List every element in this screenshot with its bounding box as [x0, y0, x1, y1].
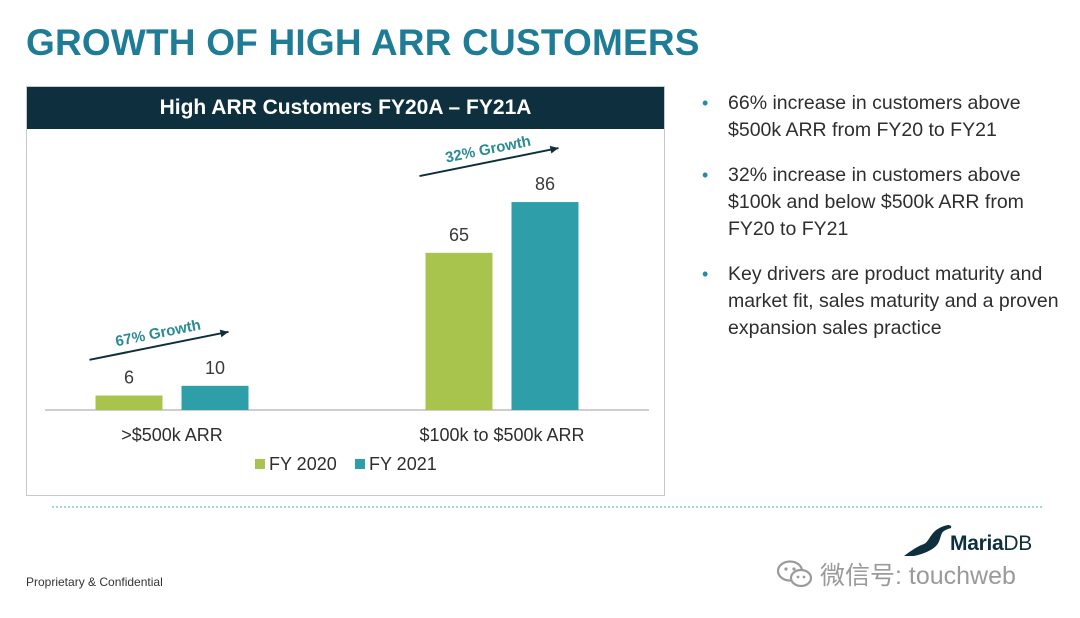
logo-text-light: DB: [1003, 532, 1032, 555]
growth-arrow-head-icon: [219, 329, 229, 338]
legend-label: FY 2021: [369, 454, 437, 474]
divider: [52, 506, 1042, 508]
data-label: 86: [535, 174, 555, 194]
logo-text: MariaDB: [950, 532, 1032, 556]
legend-swatch: [255, 459, 265, 469]
slide-title: GROWTH OF HIGH ARR CUSTOMERS: [26, 22, 700, 63]
bullet-dot-icon: •: [702, 165, 709, 185]
logo-text-bold: Maria: [950, 532, 1004, 555]
category-label: $100k to $500k ARR: [419, 425, 584, 445]
chart-title: High ARR Customers FY20A – FY21A: [27, 87, 664, 129]
bullet-item: • 32% increase in customers above $100k a…: [700, 162, 1065, 243]
growth-arrow-head-icon: [549, 145, 559, 154]
bullet-text: 66% increase in customers above $500k AR…: [728, 92, 1021, 141]
bar: [95, 395, 163, 410]
data-label: 65: [449, 225, 469, 245]
footer-text: Proprietary & Confidential: [26, 575, 163, 589]
watermark-text: 微信号: touchweb: [820, 562, 1016, 590]
bullet-dot-icon: •: [702, 264, 709, 284]
wechat-icon: [776, 560, 813, 588]
bar: [181, 385, 249, 410]
mariadb-logo: MariaDB: [902, 520, 1052, 564]
category-label: >$500k ARR: [121, 425, 223, 445]
watermark: 微信号: touchweb: [776, 556, 1016, 592]
growth-arrow-line: [419, 147, 559, 178]
legend-label: FY 2020: [269, 454, 337, 474]
bar: [425, 252, 493, 410]
bullet-text: Key drivers are product maturity and mar…: [728, 263, 1059, 339]
legend-swatch: [355, 459, 365, 469]
bullet-list: • 66% increase in customers above $500k A…: [700, 90, 1065, 360]
bullet-dot-icon: •: [702, 93, 709, 113]
data-label: 6: [124, 367, 134, 387]
growth-arrow-line: [89, 330, 229, 361]
bar: [511, 202, 579, 410]
bullet-text: 32% increase in customers above $100k an…: [728, 164, 1024, 240]
seal-icon: [904, 525, 952, 556]
chart-panel: High ARR Customers FY20A – FY21A 6 10 >$50…: [26, 86, 665, 496]
data-label: 10: [205, 358, 225, 378]
bullet-item: • 66% increase in customers above $500k A…: [700, 90, 1065, 144]
bullet-item: • Key drivers are product maturity and ma…: [700, 261, 1065, 342]
